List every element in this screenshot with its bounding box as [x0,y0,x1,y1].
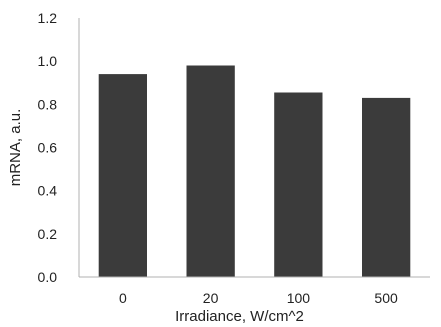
bars-group [98,65,411,278]
bar-500 [362,97,411,278]
y-tick-label: 0.4 [38,183,58,199]
y-tick-label: 0.8 [38,96,58,112]
x-tick-label: 0 [119,290,127,306]
bar-20 [186,65,235,277]
x-axis-title: Irradiance, W/cm^2 [175,308,304,325]
y-axis-title: mRNA, a.u. [7,109,24,187]
axes-group [78,18,430,278]
y-tick-label: 0.0 [38,269,58,285]
x-tick-label: 20 [203,290,219,306]
x-tick-labels: 0 20 100 500 [119,290,398,306]
x-tick-label: 100 [287,290,311,306]
y-tick-labels: 0.0 0.2 0.4 0.6 0.8 1.0 1.2 [38,10,58,285]
x-tick-label: 500 [374,290,398,306]
y-tick-label: 1.2 [38,10,58,26]
bar-100 [274,92,323,277]
y-tick-label: 1.0 [38,53,58,69]
bar-0 [98,74,147,277]
y-tick-label: 0.6 [38,140,58,156]
y-tick-label: 0.2 [38,226,58,242]
